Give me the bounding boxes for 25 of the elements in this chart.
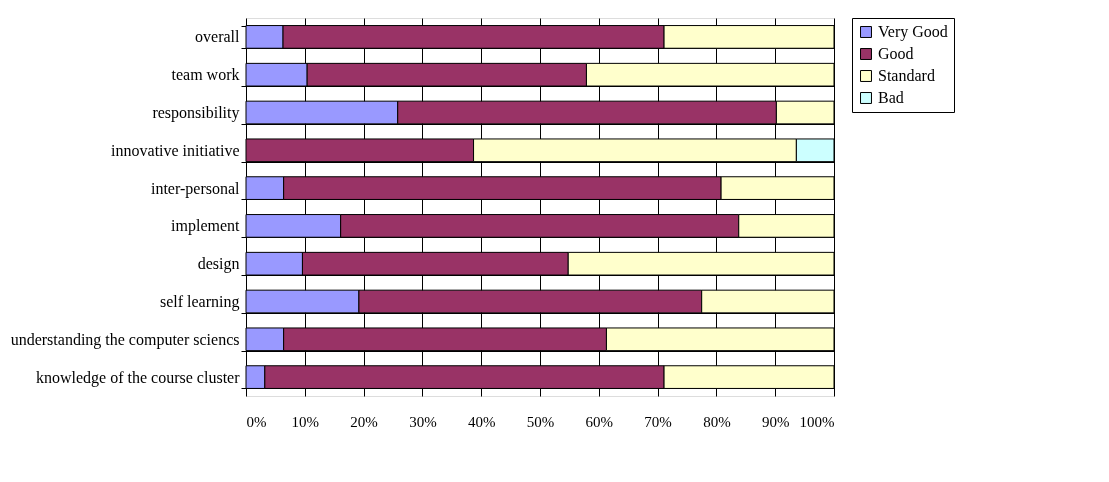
x-tick-label: 0% [246, 413, 267, 430]
y-tick-label: responsibility [152, 104, 240, 122]
legend-label: Good [878, 45, 914, 62]
y-tick-label: implement [171, 217, 241, 236]
y-tick-label: knowledge of the course cluster [36, 368, 241, 387]
y-tick-label: inter-personal [150, 179, 241, 198]
y-tick-label: team work [171, 66, 240, 84]
x-tick-label: 70% [644, 413, 672, 430]
y-tick-label: design [197, 255, 240, 274]
x-tick-label: 40% [467, 413, 496, 430]
x-tick-label: 60% [585, 413, 614, 430]
x-tick-label: 10% [291, 413, 320, 430]
legend-label: Standard [878, 67, 935, 84]
y-tick-label: self learning [159, 293, 240, 311]
y-tick-label: innovative initiative [111, 141, 240, 159]
x-tick-label: 90% [761, 413, 790, 430]
legend-label: Bad [878, 89, 904, 106]
x-tick-label: 50% [526, 413, 555, 430]
x-tick-label: 80% [703, 413, 731, 430]
y-tick-label: understanding the computer sciencs [10, 330, 240, 349]
x-tick-label: 20% [350, 413, 378, 430]
x-tick-label: 30% [409, 413, 437, 430]
x-tick-label: 100% [799, 413, 835, 430]
legend-label: Very Good [878, 23, 948, 41]
y-tick-label: overall [195, 28, 241, 46]
